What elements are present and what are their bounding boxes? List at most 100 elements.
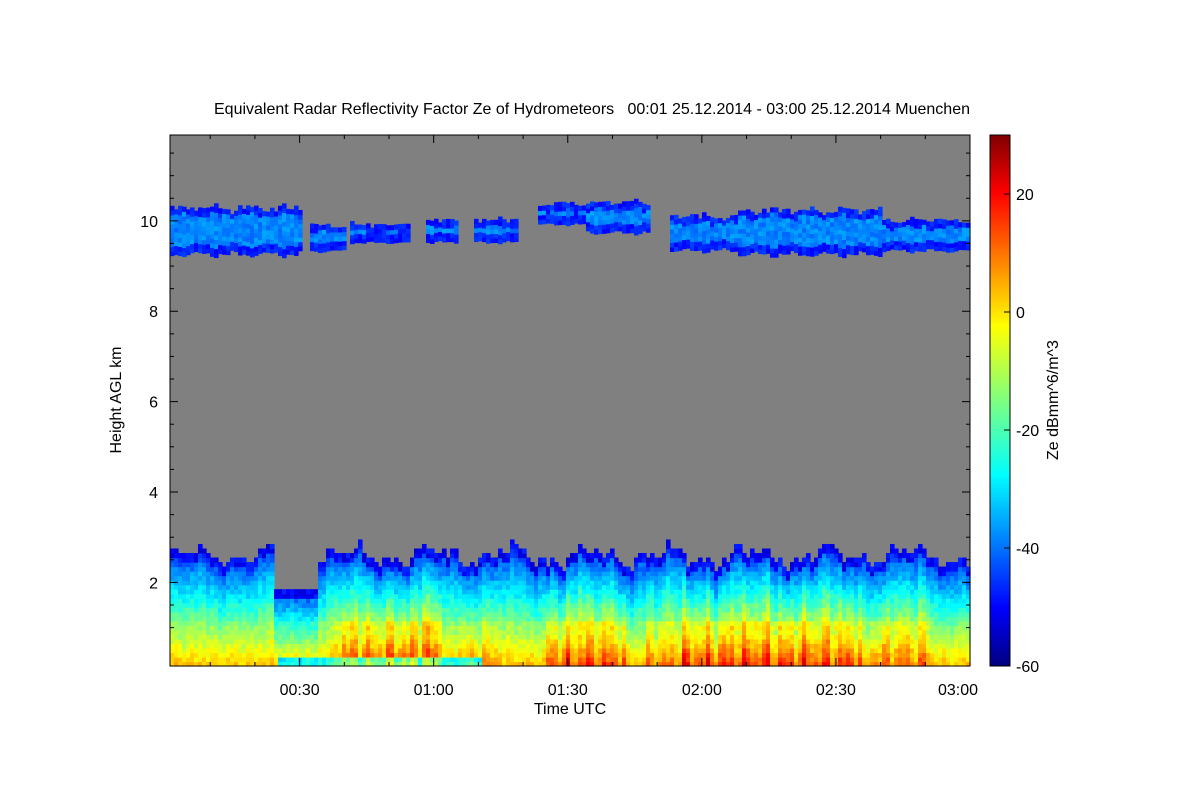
- radar-cell: [754, 634, 759, 640]
- radar-cell: [186, 232, 191, 238]
- radar-cell: [314, 616, 319, 622]
- radar-cell: [246, 218, 251, 225]
- radar-cell: [190, 239, 195, 245]
- radar-cell: [446, 602, 451, 608]
- radar-cell: [434, 602, 439, 608]
- radar-cell: [558, 201, 563, 207]
- radar-cell: [806, 580, 811, 586]
- radar-cell: [286, 638, 291, 645]
- radar-cell: [174, 620, 179, 626]
- radar-cell: [326, 584, 331, 590]
- radar-cell: [758, 575, 763, 581]
- radar-cell: [462, 656, 467, 663]
- radar-cell: [170, 643, 175, 649]
- radar-cell: [674, 643, 679, 649]
- radar-cell: [562, 625, 567, 631]
- radar-cell: [486, 566, 491, 572]
- radar-cell: [258, 625, 263, 631]
- radar-cell: [314, 638, 319, 645]
- radar-cell: [678, 598, 683, 604]
- radar-cell: [238, 241, 243, 247]
- radar-cell: [666, 616, 671, 622]
- radar-cell: [186, 656, 191, 663]
- radar-cell: [374, 580, 379, 586]
- radar-cell: [326, 643, 331, 649]
- radar-cell: [266, 598, 271, 604]
- radar-cell: [294, 620, 299, 626]
- radar-cell: [378, 598, 383, 604]
- radar-cell: [710, 593, 715, 599]
- radar-cell: [278, 625, 283, 631]
- radar-cell: [394, 562, 399, 568]
- radar-cell: [266, 225, 271, 231]
- radar-cell: [766, 652, 771, 658]
- radar-cell: [390, 234, 395, 240]
- radar-cell: [234, 647, 239, 654]
- radar-cell: [578, 589, 583, 595]
- radar-cell: [554, 598, 559, 604]
- radar-cell: [730, 638, 735, 645]
- radar-cell: [194, 656, 199, 663]
- radar-cell: [722, 571, 727, 577]
- radar-cell: [290, 620, 295, 626]
- radar-cell: [782, 584, 787, 590]
- radar-cell: [490, 616, 495, 622]
- radar-cell: [554, 656, 559, 663]
- radar-cell: [594, 211, 599, 217]
- radar-cell: [206, 225, 211, 231]
- radar-cell: [338, 643, 343, 649]
- radar-cell: [290, 634, 295, 640]
- radar-cell: [258, 634, 263, 640]
- radar-cell: [234, 210, 239, 216]
- radar-cell: [462, 661, 467, 667]
- radar-cell: [710, 244, 715, 250]
- radar-cell: [594, 566, 599, 572]
- radar-cell: [606, 616, 611, 622]
- radar-cell: [418, 638, 423, 645]
- radar-cell: [182, 620, 187, 626]
- radar-cell: [566, 562, 571, 568]
- radar-cell: [542, 620, 547, 626]
- radar-cell: [534, 647, 539, 654]
- radar-cell: [822, 566, 827, 572]
- radar-cell: [446, 589, 451, 595]
- radar-cell: [238, 598, 243, 604]
- radar-cell: [594, 611, 599, 617]
- radar-cell: [514, 232, 519, 238]
- radar-cell: [538, 584, 543, 590]
- radar-cell: [586, 575, 591, 581]
- radar-cell: [238, 566, 243, 572]
- radar-cell: [722, 656, 727, 663]
- radar-cell: [734, 661, 739, 667]
- radar-cell: [786, 593, 791, 599]
- radar-cell: [410, 647, 415, 654]
- radar-cell: [306, 647, 311, 654]
- radar-cell: [178, 219, 183, 225]
- radar-cell: [646, 571, 651, 577]
- radar-cell: [494, 219, 499, 225]
- radar-cell: [466, 625, 471, 631]
- radar-cell: [574, 566, 579, 572]
- radar-cell: [694, 661, 699, 667]
- radar-cell: [330, 553, 335, 559]
- radar-cell: [574, 611, 579, 617]
- radar-cell: [726, 566, 731, 572]
- radar-cell: [330, 607, 335, 613]
- radar-cell: [426, 607, 431, 613]
- radar-cell: [810, 602, 815, 608]
- radar-cell: [774, 656, 779, 663]
- radar-cell: [194, 607, 199, 613]
- radar-cell: [654, 575, 659, 581]
- radar-cell: [438, 643, 443, 649]
- radar-cell: [606, 553, 611, 559]
- radar-cell: [502, 237, 507, 243]
- radar-cell: [226, 213, 231, 219]
- radar-cell: [630, 575, 635, 581]
- radar-cell: [682, 553, 687, 559]
- radar-cell: [274, 652, 279, 658]
- radar-cell: [342, 553, 347, 559]
- radar-cell: [374, 625, 379, 631]
- radar-cell: [338, 620, 343, 626]
- radar-cell: [454, 638, 459, 645]
- radar-cell: [726, 245, 731, 251]
